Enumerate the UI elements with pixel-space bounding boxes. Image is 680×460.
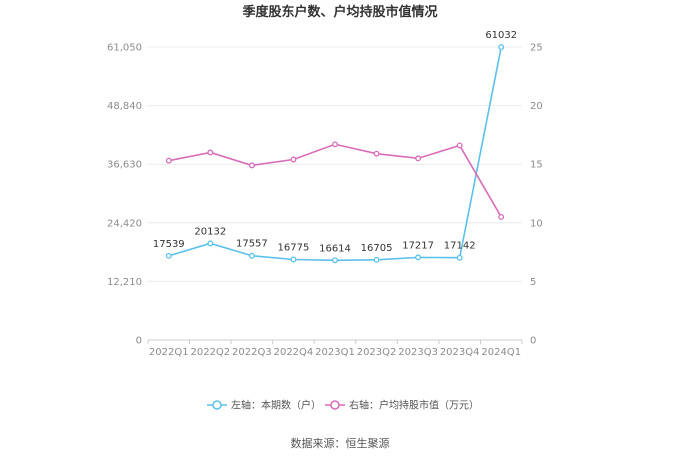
series-2: [165, 141, 505, 220]
data-point[interactable]: [456, 142, 463, 149]
data-point[interactable]: [207, 149, 214, 156]
left-tick-label: 0: [136, 336, 142, 347]
data-point[interactable]: [207, 240, 214, 247]
series-line: [168, 143, 502, 218]
data-point[interactable]: [332, 257, 338, 264]
x-tick-label: 2024Q1: [481, 347, 521, 358]
data-point[interactable]: [415, 155, 422, 162]
data-label: 17142: [444, 241, 476, 252]
data-label: 17557: [236, 239, 268, 250]
right-tick-label: 20: [530, 101, 543, 112]
legend-swatch-marker: [330, 400, 340, 410]
legend-item-2[interactable]: 右轴：户均持股市值（万元）: [325, 399, 479, 412]
left-tick-label: 36,630: [107, 160, 142, 171]
data-point[interactable]: [373, 256, 380, 263]
legend-label: 右轴：户均持股市值（万元）: [349, 399, 479, 412]
data-point[interactable]: [456, 254, 463, 261]
data-point[interactable]: [332, 141, 338, 148]
x-tick-label: 2023Q1: [315, 347, 355, 358]
right-tick-label: 5: [530, 277, 536, 288]
chart-title: 季度股东户数、户均持股市值情况: [241, 4, 437, 20]
legend-swatch-marker: [212, 400, 222, 410]
data-point[interactable]: [373, 150, 380, 157]
data-point[interactable]: [290, 156, 297, 163]
data-point[interactable]: [290, 256, 297, 263]
series-1: 17539 20132 17557 16775 16614 16705 17217 17142…: [153, 30, 517, 264]
data-point[interactable]: [415, 254, 422, 261]
left-tick-label: 61,050: [107, 43, 142, 54]
right-tick-label: 15: [530, 160, 543, 171]
legend-item-1[interactable]: 左轴：本期数（户）: [207, 399, 321, 412]
x-axis-ticks: 2022Q1 2022Q2 2022Q3 2022Q4 2023Q1 2023Q2 2023…: [147, 340, 523, 358]
data-label: 17217: [402, 240, 434, 251]
data-point[interactable]: [498, 213, 505, 220]
x-tick-label: 2022Q4: [274, 347, 314, 358]
x-tick-label: 2023Q2: [357, 347, 397, 358]
left-axis-ticks: 0 12,210 24,420 36,630 48,840 61,050: [107, 43, 142, 347]
right-axis-ticks: 0 5 10 15 20 25: [530, 43, 543, 347]
left-tick-label: 48,840: [107, 101, 142, 112]
data-label: 61032: [485, 30, 517, 41]
right-tick-label: 0: [530, 336, 536, 347]
x-tick-label: 2022Q3: [232, 347, 272, 358]
data-label: 17539: [153, 239, 185, 250]
x-tick-label: 2022Q1: [149, 347, 189, 358]
right-tick-label: 25: [530, 43, 543, 54]
data-point[interactable]: [165, 252, 172, 259]
data-label: 16775: [278, 242, 310, 253]
data-point[interactable]: [498, 44, 505, 51]
x-tick-label: 2022Q2: [190, 347, 230, 358]
x-tick-label: 2023Q4: [440, 347, 480, 358]
data-label: 16614: [319, 243, 351, 254]
legend-label: 左轴：本期数（户）: [231, 399, 321, 412]
data-point[interactable]: [248, 162, 255, 169]
legend[interactable]: 左轴：本期数（户） 右轴：户均持股市值（万元）: [207, 399, 479, 412]
grid-lines: [148, 46, 522, 341]
data-point[interactable]: [165, 157, 172, 164]
data-label: 16705: [361, 243, 393, 254]
right-tick-label: 10: [530, 218, 543, 229]
left-tick-label: 24,420: [107, 218, 142, 229]
data-label: 20132: [194, 226, 226, 237]
left-tick-label: 12,210: [107, 277, 142, 288]
x-tick-label: 2023Q3: [398, 347, 438, 358]
data-point[interactable]: [248, 252, 255, 259]
series-layer: 17539 20132 17557 16775 16614 16705 17217 17142…: [153, 30, 517, 264]
source-note: 数据来源：恒生聚源: [291, 436, 390, 450]
